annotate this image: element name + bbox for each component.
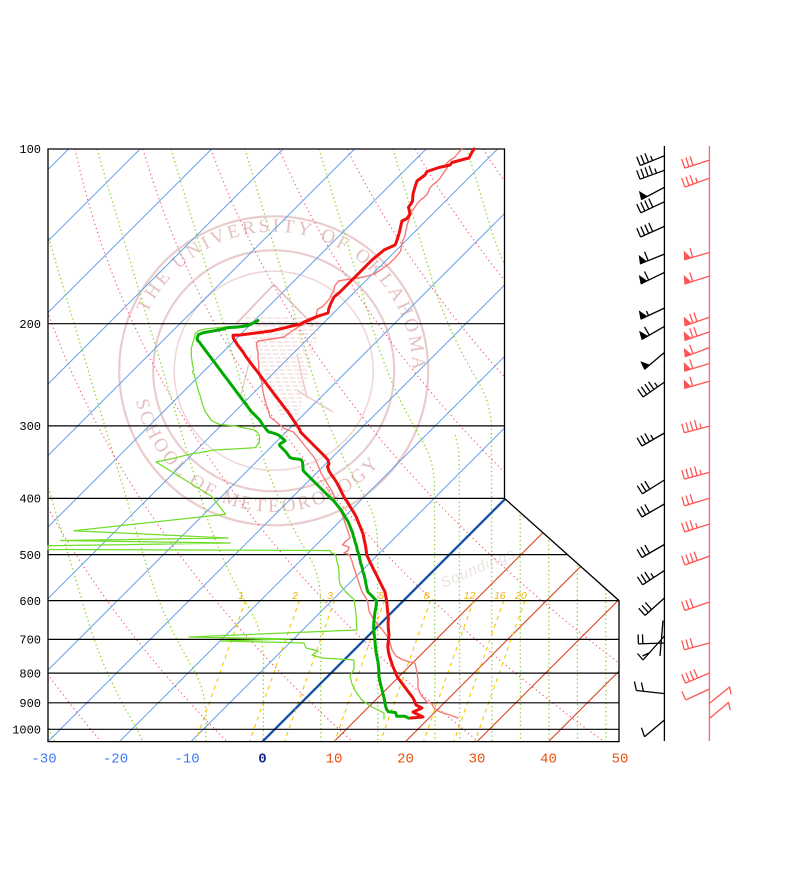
svg-text:300: 300: [19, 420, 41, 434]
svg-text:-10: -10: [174, 752, 199, 768]
svg-text:200: 200: [19, 318, 41, 332]
svg-text:2: 2: [291, 590, 298, 602]
svg-text:700: 700: [19, 634, 41, 648]
svg-text:12: 12: [464, 590, 476, 602]
svg-text:400: 400: [19, 493, 41, 507]
svg-text:500: 500: [19, 549, 41, 563]
svg-text:30: 30: [469, 752, 486, 768]
svg-text:10: 10: [326, 752, 343, 768]
svg-text:20: 20: [397, 752, 414, 768]
svg-text:-30: -30: [31, 752, 56, 768]
svg-text:16: 16: [494, 590, 506, 602]
svg-text:1: 1: [238, 590, 244, 602]
svg-text:0: 0: [258, 752, 266, 768]
svg-text:3: 3: [327, 590, 333, 602]
svg-text:50: 50: [612, 752, 629, 768]
svg-text:900: 900: [19, 697, 41, 711]
svg-text:8: 8: [423, 590, 429, 602]
svg-text:1000: 1000: [12, 724, 41, 738]
svg-text:800: 800: [19, 667, 41, 681]
svg-text:5: 5: [378, 590, 384, 602]
svg-text:600: 600: [19, 595, 41, 609]
svg-text:20: 20: [514, 590, 527, 602]
svg-text:-20: -20: [103, 752, 128, 768]
svg-text:100: 100: [19, 143, 41, 157]
svg-text:40: 40: [540, 752, 557, 768]
